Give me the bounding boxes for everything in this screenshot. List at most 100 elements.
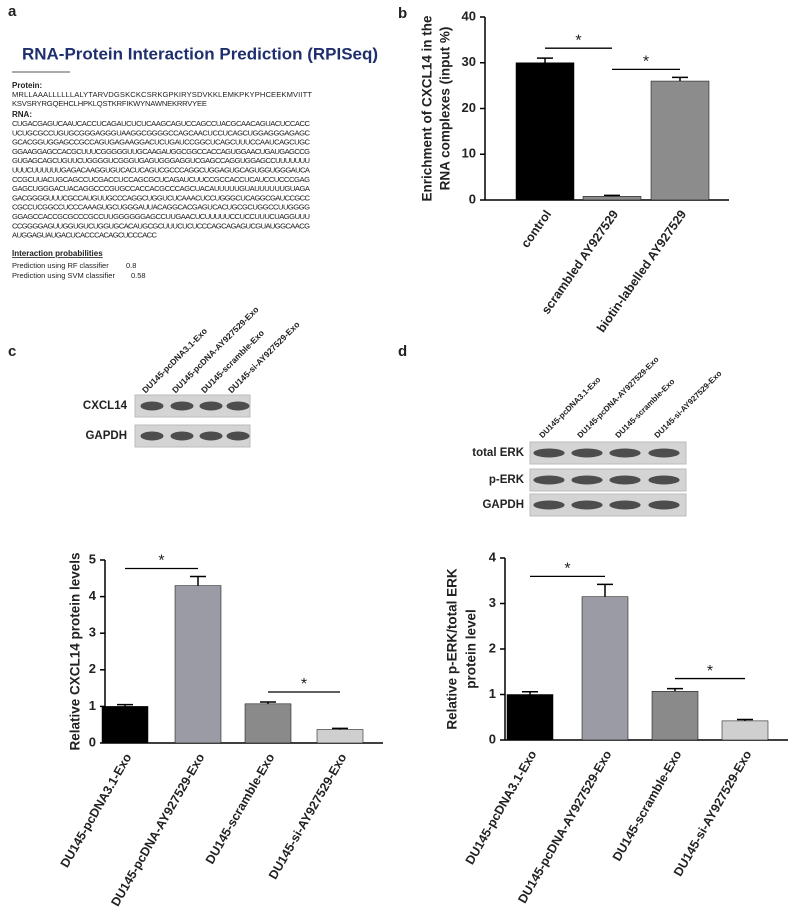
panel-letter: b <box>398 5 407 22</box>
x-tick-label: DU145-pcDNA3.1-Exo <box>463 748 540 867</box>
y-tick-label: 10 <box>462 146 476 161</box>
blot-band <box>170 401 194 411</box>
prediction-value: 0.8 <box>126 261 136 270</box>
rna-sequence: GGAAGGAGCCACGCUUUCGGGGGUUGCAAGAUGGCGGCCA… <box>12 147 310 156</box>
blot-band <box>609 448 641 458</box>
error-bar <box>672 76 688 82</box>
prediction-value: 0.58 <box>131 271 146 280</box>
x-tick-label: DU145-scramble-Exo <box>610 748 685 864</box>
y-tick-label: 1 <box>89 698 96 713</box>
blot-band <box>140 431 164 441</box>
y-tick-label: 0 <box>89 734 96 749</box>
significance-star: * <box>301 676 307 693</box>
error-bar <box>190 575 206 586</box>
y-tick-label: 30 <box>462 54 476 69</box>
y-tick-label: 20 <box>462 100 476 115</box>
rna-sequence: UUUCUUUUUUGAGACAAGGUGUCACUCAGUCGCCCAGGCU… <box>12 166 311 175</box>
y-tick-label: 0 <box>469 191 476 206</box>
bar <box>515 62 575 201</box>
error-bar <box>737 718 753 721</box>
error-bar <box>117 703 133 707</box>
blot-row-label: CXCL14 <box>83 400 128 412</box>
error-bar <box>537 57 553 63</box>
protein-sequence: MRLLAAALLLLLLALYTARVDGSKCKCSRKGPKIRYSDVK… <box>12 90 312 99</box>
significance-star: * <box>564 561 570 578</box>
x-tick-label: DU145-scramble-Exo <box>203 751 278 867</box>
blot-band <box>199 431 223 441</box>
rna-sequence: GACGGGGUUUCGCCAUGUUGCCCAGGCUGGUCUCAAACUC… <box>12 193 311 202</box>
panel-letter: d <box>398 343 407 360</box>
error-bar <box>604 194 620 197</box>
y-tick-label: 1 <box>489 686 496 701</box>
blot-band <box>571 500 603 510</box>
blot-band <box>533 475 565 485</box>
bar <box>581 596 629 741</box>
blot-band <box>571 475 603 485</box>
y-axis-label: Enrichment of CXCL14 in the <box>420 15 435 202</box>
blot-strip <box>529 493 687 517</box>
blot-row-label: p-ERK <box>489 474 525 486</box>
protein-label: Protein: <box>12 81 42 90</box>
y-tick-label: 5 <box>89 551 96 566</box>
y-tick-label: 40 <box>462 8 476 23</box>
error-bar <box>332 727 348 730</box>
bar <box>651 691 699 741</box>
x-tick-label: DU145-pcDNA3.1-Exo <box>58 751 135 870</box>
blot-row-label: total ERK <box>472 447 524 459</box>
y-axis-label: RNA complexes (input %) <box>438 27 453 191</box>
significance-star: * <box>707 663 713 680</box>
x-tick-label: DU145-si-AY927529-Exo <box>266 751 350 882</box>
bar <box>174 585 222 744</box>
blot-band <box>533 448 565 458</box>
lane-label: DU145-pcDNA3.1-Exo <box>538 375 603 440</box>
rna-sequence: CGCCUCGGCCUCCCAAAGUGCUGGGAUUACAGGCACGAGU… <box>12 203 310 212</box>
bar <box>721 720 769 741</box>
error-bar <box>260 701 276 704</box>
y-tick-label: 0 <box>489 731 496 746</box>
rpiseq-title: RNA-Protein Interaction Prediction (RPIS… <box>22 44 378 63</box>
rna-sequence: GGAGCCACCGCGCCCGCCUUGGGGGGAGCCUUGAACUCUU… <box>12 212 310 221</box>
blot-band <box>226 401 250 411</box>
rna-sequence: CUGACGAGUCAAUCACCUCAGAUCUCUCAAGCAGUCCAGC… <box>12 119 311 128</box>
blot-band <box>648 475 680 485</box>
x-tick-label: DU145-si-AY927529-Exo <box>671 748 755 879</box>
blot-strip <box>529 441 687 465</box>
error-bar <box>667 687 683 692</box>
panel-letter: c <box>8 343 16 360</box>
rna-sequence: GAGCUGGGACUACAGGCCCGUGCCACCACGCCCAGCUACA… <box>12 184 311 193</box>
significance-star: * <box>158 553 164 570</box>
blot-strip <box>529 468 687 492</box>
error-bar <box>597 583 613 597</box>
x-tick-label: control <box>518 208 554 251</box>
blot-band <box>533 500 565 510</box>
blot-band <box>609 475 641 485</box>
bar <box>582 196 642 201</box>
y-axis-label: Relative CXCL14 protein levels <box>68 552 83 750</box>
bar <box>506 694 554 741</box>
y-tick-label: 2 <box>489 640 496 655</box>
rna-sequence: GCACGGUGGAGCCGCCAGUGAGAAGGACUCUGAUCCGGCU… <box>12 138 311 147</box>
bar <box>650 80 710 201</box>
rna-sequence: AUGGAGUAUGACUCACCCACAGCUCCCACC <box>12 231 158 240</box>
bar <box>101 706 149 744</box>
rna-sequence: CCGGGGAGUUGGUGUCUGGUGCACAUGCGCUUUCUCUCCC… <box>12 221 310 230</box>
blot-band <box>199 401 223 411</box>
prediction-label: Prediction using SVM classifier <box>12 271 115 280</box>
blot-row-label: GAPDH <box>482 499 524 511</box>
y-tick-label: 4 <box>489 549 497 564</box>
y-tick-label: 3 <box>489 595 496 610</box>
y-tick-label: 2 <box>89 661 96 676</box>
bar <box>316 729 364 744</box>
blot-band <box>609 500 641 510</box>
y-axis-label: Relative p-ERK/total ERK <box>445 568 460 730</box>
rna-sequence: GUGAGCAGCUGUUCUGGGGUCGGGUGAGUGGGAGGUCGAG… <box>12 156 310 165</box>
error-bar <box>522 691 538 695</box>
bar <box>244 703 292 744</box>
blot-band <box>170 431 194 441</box>
blot-band <box>648 448 680 458</box>
y-tick-label: 4 <box>89 588 97 603</box>
significance-star: * <box>575 32 581 49</box>
significance-star: * <box>643 54 649 71</box>
lane-label: DU145-pcDNA-AY927529-Exo <box>576 355 661 440</box>
